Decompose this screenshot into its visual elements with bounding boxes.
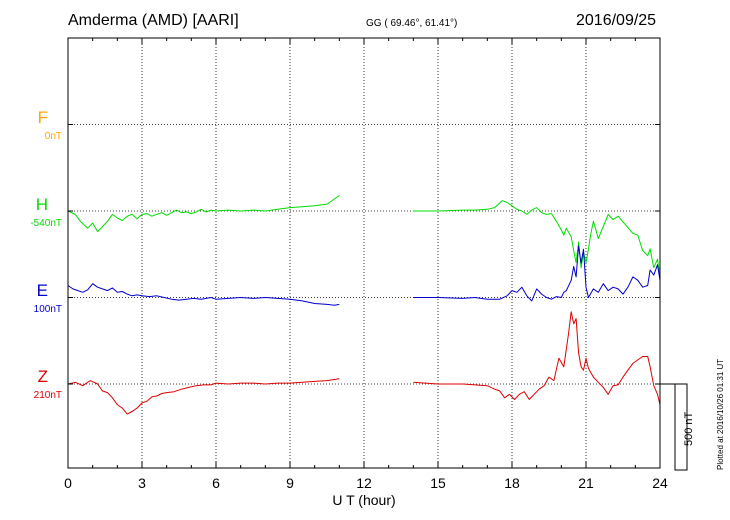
scale-bar-label: 500 nT	[683, 411, 695, 446]
x-tick-label: 18	[504, 475, 520, 491]
x-tick-label: 0	[64, 475, 72, 491]
series-line-z	[67, 378, 340, 415]
x-tick-label: 3	[138, 475, 146, 491]
geographic-coords: GG ( 69.46°, 61.41°)	[366, 18, 458, 29]
series-line-h	[67, 195, 340, 233]
series-line-e	[67, 283, 340, 306]
offset-label-e: 100nT	[33, 304, 62, 315]
x-tick-label: 24	[652, 475, 668, 491]
plot-frame	[67, 37, 661, 469]
component-label-f: F	[37, 108, 48, 127]
offset-label-z: 210nT	[33, 390, 62, 401]
x-tick-label: 12	[356, 475, 372, 491]
station-title: Amderma (AMD) [AARI]	[68, 12, 239, 29]
plot-date: 2016/09/25	[576, 12, 657, 29]
scale-bar	[674, 383, 688, 471]
x-tick-label: 9	[286, 475, 294, 491]
offset-label-f: 0nT	[44, 131, 62, 142]
x-tick-label: 21	[578, 475, 594, 491]
x-axis-label: U T (hour)	[332, 492, 396, 508]
series-line-z	[413, 311, 661, 405]
component-label-h: H	[35, 195, 48, 214]
offset-label-h: -540nT	[30, 218, 62, 229]
plotted-timestamp: Plotted at 2016/10/26 01:31 UT	[716, 358, 725, 470]
series-line-e	[413, 245, 661, 302]
component-label-e: E	[36, 281, 48, 300]
x-tick-label: 15	[430, 475, 446, 491]
component-label-z: Z	[37, 367, 48, 386]
series-line-h	[413, 200, 661, 277]
x-tick-label: 6	[212, 475, 220, 491]
